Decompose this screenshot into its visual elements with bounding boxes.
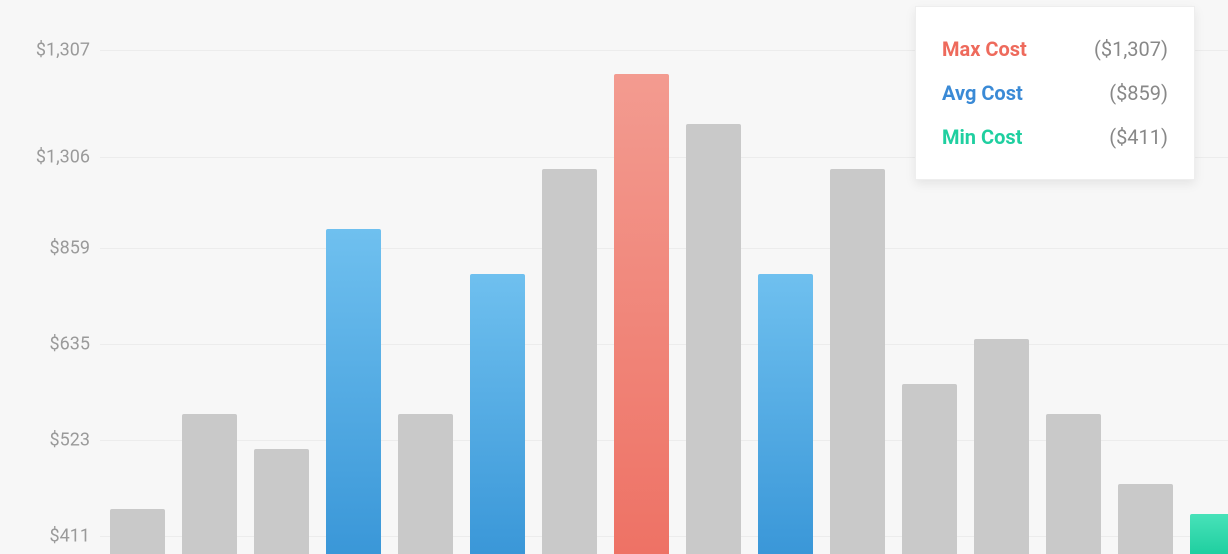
bar-gray <box>182 414 237 554</box>
legend-row-avg: Avg Cost ($859) <box>942 71 1168 115</box>
legend-value-min: ($411) <box>1109 125 1168 149</box>
bar-gray <box>254 449 309 554</box>
legend-row-max: Max Cost ($1,307) <box>942 27 1168 71</box>
y-tick-label: $523 <box>50 430 90 451</box>
bar-gray <box>1118 484 1173 554</box>
bar-gray <box>902 384 957 554</box>
legend-value-max: ($1,307) <box>1094 37 1168 61</box>
y-tick-label: $1,307 <box>36 40 90 61</box>
bar-gray <box>686 124 741 554</box>
bar-gray <box>110 509 165 554</box>
bar-green <box>1190 514 1228 554</box>
cost-bar-chart: $1,307 $1,306 $859 $635 $523 $411 Max Cost ($… <box>0 0 1228 554</box>
legend-label-max: Max Cost <box>942 37 1027 61</box>
bar-gray <box>542 169 597 554</box>
y-tick-label: $1,306 <box>36 147 90 168</box>
bar-gray <box>1046 414 1101 554</box>
y-tick-label: $411 <box>50 526 90 547</box>
bar-blue <box>326 229 381 554</box>
legend-row-min: Min Cost ($411) <box>942 115 1168 159</box>
legend-value-avg: ($859) <box>1109 81 1168 105</box>
bar-blue <box>758 274 813 554</box>
y-tick-label: $635 <box>50 334 90 355</box>
legend-label-avg: Avg Cost <box>942 81 1023 105</box>
y-tick-label: $859 <box>50 238 90 259</box>
legend-card: Max Cost ($1,307) Avg Cost ($859) Min Co… <box>915 6 1195 180</box>
bar-gray <box>974 339 1029 554</box>
bar-gray <box>830 169 885 554</box>
legend-label-min: Min Cost <box>942 125 1022 149</box>
bar-blue <box>470 274 525 554</box>
bar-red <box>614 74 669 554</box>
y-axis: $1,307 $1,306 $859 $635 $523 $411 <box>0 0 100 554</box>
bar-gray <box>398 414 453 554</box>
